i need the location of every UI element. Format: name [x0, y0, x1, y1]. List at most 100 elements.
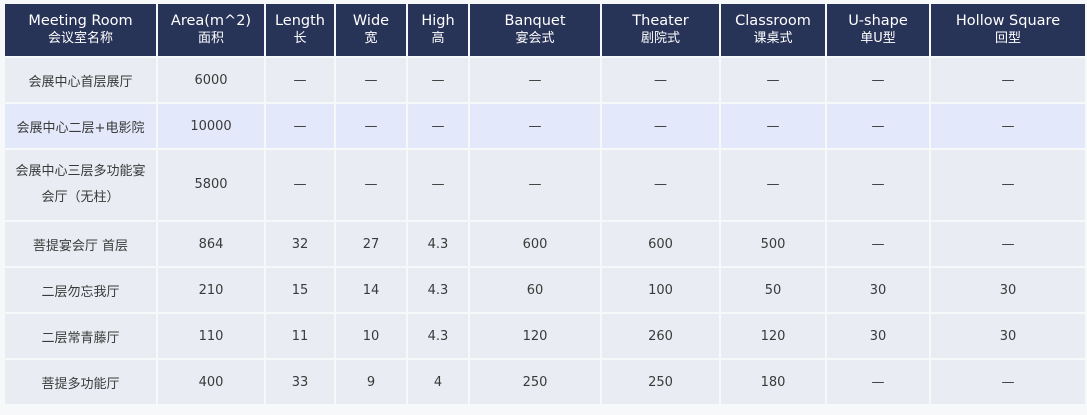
table-row: 菩提多功能厅 400 33 9 4 250 250 180— —: [3, 358, 1087, 406]
column-header-en: Length: [274, 13, 325, 29]
table-cell: —: [468, 102, 602, 150]
column-header-zh: 回型: [994, 31, 1021, 46]
table-cell: —: [406, 148, 470, 222]
table-cell: 864: [156, 220, 266, 268]
column-header-zh: 会议室名称: [47, 31, 113, 46]
table-cell: —: [600, 148, 721, 222]
table-cell: 30: [929, 266, 1087, 314]
table-cell: 30: [825, 312, 931, 360]
table-cell: —: [600, 102, 721, 150]
table-cell: —: [334, 148, 408, 222]
column-header: Area(m^2) 面积: [156, 2, 266, 58]
table-cell: —: [264, 56, 336, 104]
column-header: Classroom 课桌式: [719, 2, 827, 58]
column-header-en: Hollow Square: [955, 13, 1061, 29]
table-cell: —: [468, 148, 602, 222]
column-header-zh: 宽: [364, 31, 378, 46]
table-cell: —: [600, 56, 721, 104]
table-cell: 15: [264, 266, 336, 314]
column-header-en: High: [421, 13, 455, 29]
table-cell: —: [929, 102, 1087, 150]
meeting-room-table: Meeting Room 会议室名称 Area(m^2) 面积 Length 长 Wide 宽…: [3, 2, 1087, 406]
table-cell: 210: [156, 266, 266, 314]
table-row: 二层勿忘我厅 210 15 14 4.3 60 100 50 30 30: [3, 266, 1087, 314]
table-row: 会展中心二层+电影院 10000— — — — — — — —: [3, 102, 1087, 150]
table-cell: 100: [600, 266, 721, 314]
column-header-en: Wide: [352, 13, 390, 29]
table-cell: —: [929, 148, 1087, 222]
column-header-zh: 单U型: [860, 31, 896, 46]
table-cell: 250: [468, 358, 602, 406]
table-cell: —: [929, 56, 1087, 104]
table-cell: 14: [334, 266, 408, 314]
table-cell: 50: [719, 266, 827, 314]
table-cell: 180: [719, 358, 827, 406]
table-cell: 33: [264, 358, 336, 406]
column-header: High 高: [406, 2, 470, 58]
table-cell: 30: [825, 266, 931, 314]
table-cell: 6000: [156, 56, 266, 104]
column-header: Theater 剧院式: [600, 2, 721, 58]
column-header: Meeting Room 会议室名称: [3, 2, 158, 58]
room-name-cell: 菩提多功能厅: [3, 358, 158, 406]
table-cell: 120: [719, 312, 827, 360]
table-cell: —: [334, 102, 408, 150]
table-cell: 9: [334, 358, 408, 406]
table-cell: 4.3: [406, 312, 470, 360]
table-cell: 11: [264, 312, 336, 360]
column-header-zh: 长: [293, 31, 307, 46]
table-cell: 600: [600, 220, 721, 268]
table-cell: 260: [600, 312, 721, 360]
column-header: Banquet 宴会式: [468, 2, 602, 58]
table-cell: —: [264, 148, 336, 222]
table-cell: —: [929, 358, 1087, 406]
table-cell: 400: [156, 358, 266, 406]
table-cell: —: [825, 358, 931, 406]
column-header: Length 长: [264, 2, 336, 58]
table-cell: —: [825, 102, 931, 150]
table-cell: 600: [468, 220, 602, 268]
column-header-en: Theater: [632, 13, 689, 29]
table-cell: —: [825, 220, 931, 268]
table-cell: —: [929, 220, 1087, 268]
column-header-zh: 高: [431, 31, 445, 46]
table-cell: 110: [156, 312, 266, 360]
table-cell: 32: [264, 220, 336, 268]
table-cell: —: [825, 56, 931, 104]
column-header-en: Classroom: [735, 13, 811, 29]
room-name-cell: 二层常青藤厅: [3, 312, 158, 360]
table-cell: 5800: [156, 148, 266, 222]
table-cell: 10000: [156, 102, 266, 150]
table-cell: 60: [468, 266, 602, 314]
table-cell: 120: [468, 312, 602, 360]
table-cell: 250: [600, 358, 721, 406]
column-header-en: Area(m^2): [170, 13, 252, 29]
table-cell: 27: [334, 220, 408, 268]
table-row: 会展中心三层多功能宴会厅（无柱） 5800— — — — — — — —: [3, 148, 1087, 222]
column-header-zh: 面积: [197, 31, 224, 46]
column-header: U-shape 单U型: [825, 2, 931, 58]
column-header: Wide 宽: [334, 2, 408, 58]
table-cell: —: [264, 102, 336, 150]
column-header-zh: 宴会式: [515, 31, 555, 46]
column-header-en: U-shape: [848, 13, 908, 29]
table-cell: —: [406, 56, 470, 104]
column-header: Hollow Square 回型: [929, 2, 1087, 58]
table-cell: 4.3: [406, 266, 470, 314]
table-cell: —: [719, 56, 827, 104]
table-cell: —: [719, 148, 827, 222]
table-cell: 4.3: [406, 220, 470, 268]
table-cell: —: [334, 56, 408, 104]
table-cell: —: [719, 102, 827, 150]
table-row: 菩提宴会厅 首层 864 32 27 4.3 600 600 500— —: [3, 220, 1087, 268]
table-header-row: Meeting Room 会议室名称 Area(m^2) 面积 Length 长 Wide 宽…: [3, 2, 1087, 58]
room-name-cell: 二层勿忘我厅: [3, 266, 158, 314]
table-cell: 4: [406, 358, 470, 406]
table-cell: 10: [334, 312, 408, 360]
table-cell: —: [406, 102, 470, 150]
column-header-en: Meeting Room: [28, 13, 133, 29]
table-row: 会展中心首层展厅 6000— — — — — — — —: [3, 56, 1087, 104]
column-header-zh: 剧院式: [640, 31, 680, 46]
table-cell: —: [468, 56, 602, 104]
table-cell: 30: [929, 312, 1087, 360]
